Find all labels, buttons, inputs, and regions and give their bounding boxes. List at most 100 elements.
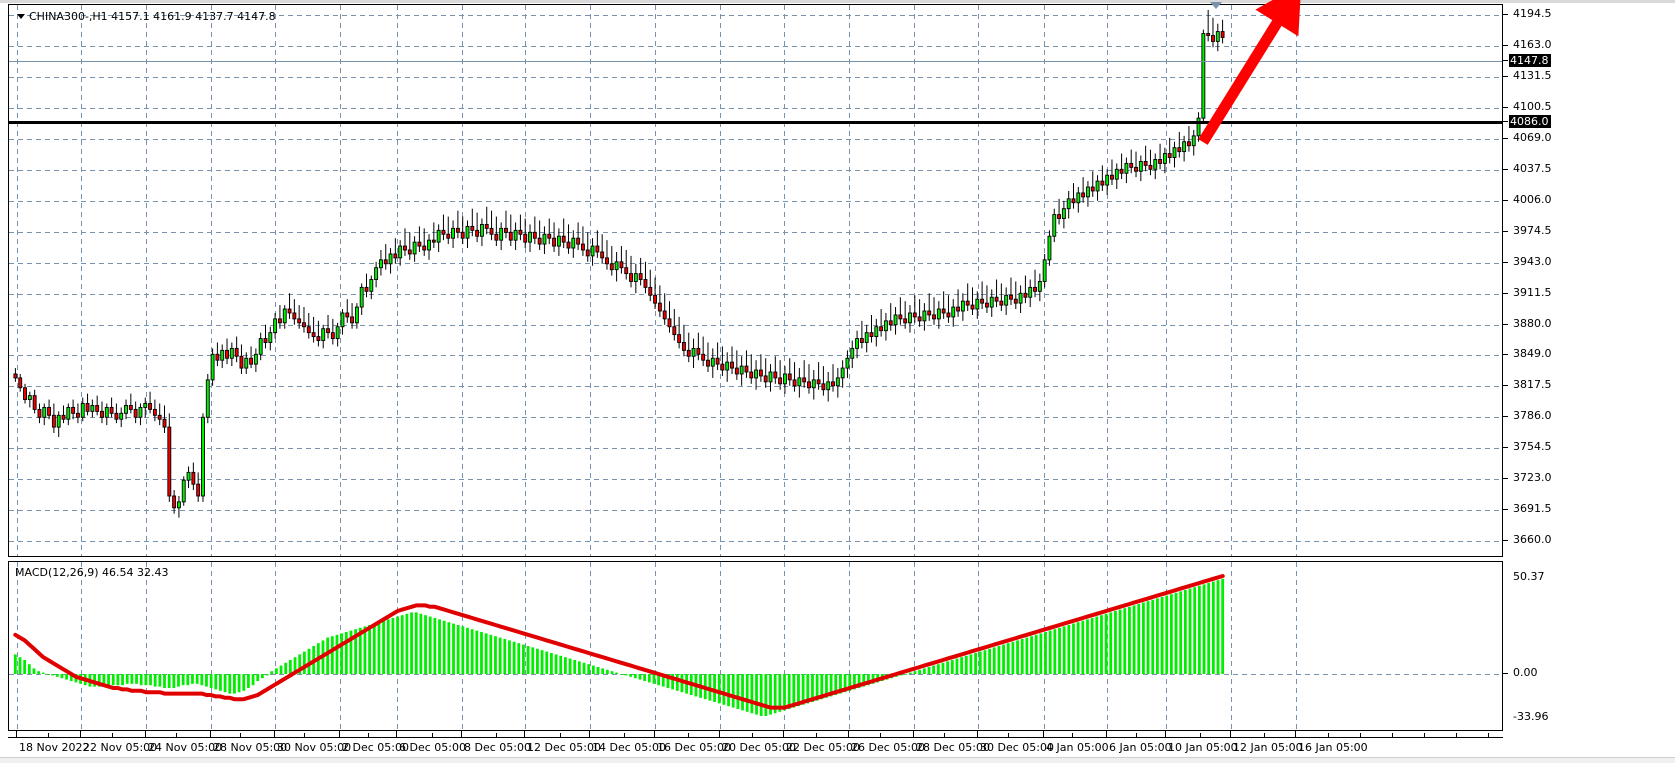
- price-axis-tick: [1503, 76, 1508, 77]
- time-axis-minor-tick: [368, 733, 369, 737]
- price-axis-tick: [1503, 385, 1508, 386]
- time-axis-tick: [524, 731, 525, 737]
- window-bottom-strip: [0, 757, 1675, 763]
- time-axis-minor-tick: [48, 733, 49, 737]
- time-axis-minor-tick: [1424, 733, 1425, 737]
- time-axis-minor-tick: [240, 733, 241, 737]
- price-axis-tick: [1503, 60, 1508, 61]
- time-axis-minor-tick: [688, 733, 689, 737]
- time-axis-label: 22 Nov 05:00: [83, 741, 158, 754]
- time-axis-tick: [80, 731, 81, 737]
- price-axis-tick: [1503, 121, 1508, 122]
- time-axis-tick: [913, 731, 914, 737]
- time-axis-tick: [339, 731, 340, 737]
- price-axis-label: 4131.5: [1513, 69, 1552, 82]
- price-gridlines: [9, 5, 1502, 556]
- price-axis-label: 3817.5: [1513, 378, 1552, 391]
- price-axis-label-highlighted: 4086.0: [1509, 115, 1551, 128]
- time-axis-minor-tick: [560, 733, 561, 737]
- time-axis-tick: [848, 731, 849, 737]
- time-axis-tick: [16, 731, 17, 737]
- price-axis-label: 3660.0: [1513, 533, 1552, 546]
- time-axis-label: 26 Dec 05:00: [851, 741, 925, 754]
- price-axis-tick: [1503, 293, 1508, 294]
- time-axis-tick: [1043, 731, 1044, 737]
- price-chart-pane[interactable]: CHINA300-,H1 4157.1 4161.9 4137.7 4147.8: [8, 4, 1503, 557]
- time-axis-label: 12 Dec 05:00: [527, 741, 601, 754]
- scroll-marker-icon[interactable]: [1210, 2, 1222, 9]
- time-axis-minor-tick: [1328, 733, 1329, 737]
- price-axis-label: 4069.0: [1513, 131, 1552, 144]
- time-axis-minor-tick: [880, 733, 881, 737]
- window-top-strip: [0, 0, 1675, 3]
- macd-axis-tick: [1503, 673, 1508, 674]
- time-axis-minor-tick: [432, 733, 433, 737]
- time-axis-label: 10 Jan 05:00: [1168, 741, 1238, 754]
- time-axis-minor-tick: [176, 733, 177, 737]
- macd-axis-label: -33.96: [1513, 710, 1549, 723]
- price-axis-tick: [1503, 540, 1508, 541]
- time-axis-label: 8 Dec 05:00: [464, 741, 531, 754]
- time-axis-minor-tick: [624, 733, 625, 737]
- price-axis-tick: [1503, 138, 1508, 139]
- price-axis[interactable]: 4194.5 4163.0 4147.8 4131.5 4100.5 4086.0 4069…: [1503, 4, 1675, 557]
- time-axis-minor-tick: [1488, 733, 1489, 737]
- time-axis-label: 28 Nov 05:00: [213, 741, 288, 754]
- time-axis-tick: [1230, 731, 1231, 737]
- time-axis-tick: [719, 731, 720, 737]
- time-axis-minor-tick: [1456, 733, 1457, 737]
- time-axis[interactable]: 18 Nov 2022 22 Nov 05:00 24 Nov 05:00 28 No…: [8, 731, 1503, 757]
- time-axis-tick: [461, 731, 462, 737]
- time-axis-label: 16 Dec 05:00: [657, 741, 731, 754]
- time-axis-minor-tick: [1360, 733, 1361, 737]
- time-axis-minor-tick: [1392, 733, 1393, 737]
- time-axis-line: [8, 737, 1503, 738]
- time-axis-label: 24 Nov 05:00: [148, 741, 223, 754]
- macd-axis-label: 0.00: [1513, 666, 1538, 679]
- time-axis-tick: [589, 731, 590, 737]
- macd-indicator-label: MACD(12,26,9) 46.54 32.43: [15, 566, 169, 579]
- caret-down-icon[interactable]: [17, 14, 25, 19]
- price-axis-tick: [1503, 416, 1508, 417]
- time-axis-minor-tick: [112, 733, 113, 737]
- time-axis-minor-tick: [752, 733, 753, 737]
- price-axis-tick: [1503, 447, 1508, 448]
- time-axis-label: 22 Dec 05:00: [786, 741, 860, 754]
- time-axis-label: 28 Dec 05:00: [916, 741, 990, 754]
- price-axis-label: 4100.5: [1513, 100, 1552, 113]
- price-axis-tick: [1503, 14, 1508, 15]
- time-axis-minor-tick: [1072, 733, 1073, 737]
- price-axis-label: 4037.5: [1513, 162, 1552, 175]
- macd-axis-label: 50.37: [1513, 570, 1545, 583]
- time-axis-label: 20 Dec 05:00: [722, 741, 796, 754]
- price-axis-tick: [1503, 478, 1508, 479]
- time-axis-label: 30 Dec 05:00: [980, 741, 1054, 754]
- price-axis-tick: [1503, 169, 1508, 170]
- time-axis-minor-tick: [1136, 733, 1137, 737]
- price-plot-canvas[interactable]: [9, 5, 1502, 556]
- price-axis-tick: [1503, 45, 1508, 46]
- macd-histogram: [13, 578, 1225, 716]
- macd-plot-canvas[interactable]: [9, 562, 1502, 730]
- price-axis-label: 3849.0: [1513, 347, 1552, 360]
- macd-axis[interactable]: 50.37 0.00 -33.96: [1503, 561, 1675, 731]
- price-axis-label: 3723.0: [1513, 471, 1552, 484]
- time-axis-label: 2 Dec 05:00: [342, 741, 409, 754]
- macd-indicator-pane[interactable]: MACD(12,26,9) 46.54 32.43: [8, 561, 1503, 731]
- candlestick-series: [13, 9, 1225, 518]
- macd-signal-line: [13, 574, 1225, 710]
- time-axis-tick: [1165, 731, 1166, 737]
- time-axis-tick: [654, 731, 655, 737]
- time-axis-minor-tick: [1008, 733, 1009, 737]
- price-axis-label: 4006.0: [1513, 193, 1552, 206]
- price-axis-tick: [1503, 354, 1508, 355]
- price-axis-tick: [1503, 200, 1508, 201]
- time-axis-label: 14 Dec 05:00: [592, 741, 666, 754]
- time-axis-label: 18 Nov 2022: [19, 741, 90, 754]
- price-axis-tick: [1503, 324, 1508, 325]
- time-axis-tick: [1295, 731, 1296, 737]
- time-axis-label: 4 Jan 05:00: [1046, 741, 1109, 754]
- time-axis-label: 16 Jan 05:00: [1298, 741, 1368, 754]
- price-axis-label: 3754.5: [1513, 440, 1552, 453]
